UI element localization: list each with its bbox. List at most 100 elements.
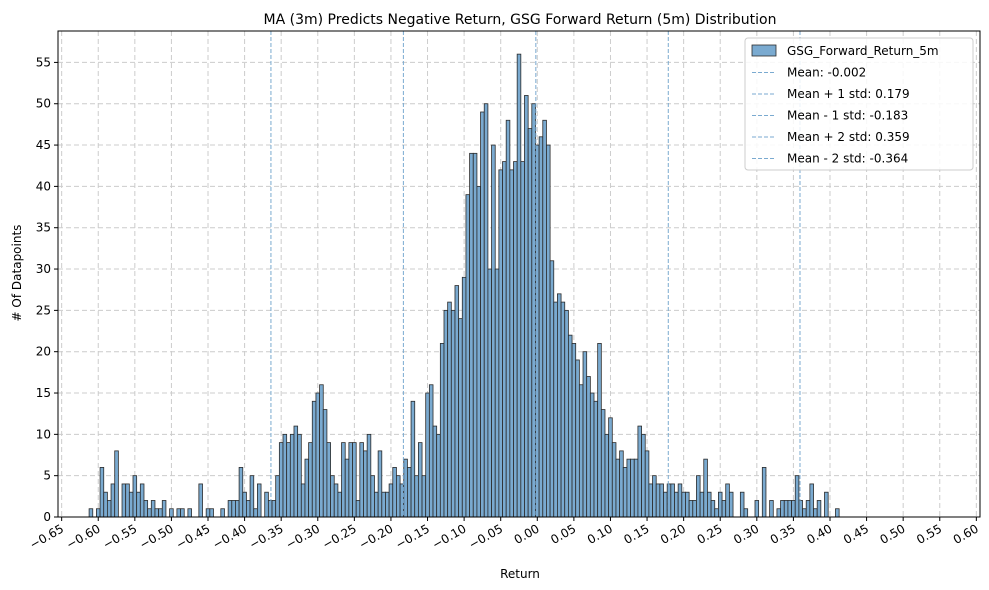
histogram-bar (220, 508, 225, 518)
histogram-bar (666, 483, 672, 518)
histogram-bar (169, 508, 174, 518)
y-axis-ticks: 0 5 10 15 20 25 30 35 40 45 50 55 (36, 55, 58, 524)
histogram-bar (96, 508, 101, 518)
x-axis-label: Return (500, 567, 540, 581)
histogram-bar (739, 491, 745, 518)
histogram-bar (249, 475, 255, 518)
histogram-bar (659, 483, 664, 518)
y-tick-label: 5 (43, 469, 51, 483)
histogram-bar (125, 483, 130, 518)
histogram-bar (275, 475, 280, 518)
y-tick-label: 10 (36, 427, 51, 441)
histogram-bar (176, 508, 181, 518)
histogram-bar (370, 475, 375, 518)
histogram-bar (439, 343, 445, 518)
histogram-bar (769, 500, 774, 518)
histogram-bar (436, 433, 441, 518)
legend-swatch (751, 44, 777, 57)
histogram-bar (608, 417, 613, 518)
legend: GSG_Forward_Return_5m Mean: -0.002 Mean + … (744, 37, 974, 171)
histogram-bar (326, 442, 331, 518)
histogram-bar (319, 384, 324, 518)
histogram-bar (139, 483, 145, 518)
histogram-bar (388, 483, 394, 518)
histogram-bar (549, 260, 555, 518)
histogram-bar (158, 508, 163, 518)
histogram-bar (725, 483, 730, 518)
histogram-bar (644, 450, 650, 518)
histogram-bar (546, 144, 551, 518)
histogram-bar (472, 152, 478, 518)
histogram-bar (359, 442, 364, 518)
histogram-bar (114, 450, 119, 518)
histogram-bar (286, 442, 291, 518)
histogram-bar (300, 483, 306, 518)
histogram-bar (652, 475, 657, 518)
histogram-bar (677, 483, 683, 518)
y-tick-label: 30 (36, 262, 51, 276)
histogram-bar (154, 508, 160, 518)
histogram-bar (187, 508, 192, 518)
y-tick-label: 25 (36, 303, 51, 317)
histogram-bar (333, 483, 339, 518)
y-tick-label: 40 (36, 179, 51, 193)
histogram-bar (304, 458, 310, 518)
histogram-bar (586, 376, 591, 518)
histogram-bar (106, 500, 112, 518)
histogram-bar (443, 309, 449, 518)
histogram-bar (311, 400, 317, 518)
histogram-bar (136, 491, 141, 518)
histogram-bar (564, 309, 569, 518)
legend-label: Mean: -0.002 (787, 66, 866, 80)
histogram-bar (289, 433, 295, 518)
y-tick-label: 50 (36, 97, 51, 111)
histogram-bar (385, 491, 390, 518)
histogram-bar (575, 359, 580, 518)
histogram-bar (198, 483, 203, 518)
y-tick-label: 20 (36, 345, 51, 359)
histogram-bar (498, 169, 503, 518)
histogram-bar (487, 268, 492, 518)
histogram-bar (238, 467, 244, 518)
histogram-bar (414, 475, 419, 518)
histogram-bar (381, 491, 386, 518)
histogram-bar (703, 458, 708, 518)
histogram-bar (271, 500, 277, 518)
histogram-bar (648, 483, 653, 518)
histogram-bar (465, 194, 471, 518)
histogram-bar (663, 491, 668, 518)
histogram-bar (776, 508, 781, 518)
histogram-bar (597, 343, 602, 518)
histogram-bar (692, 500, 697, 518)
histogram-bar (582, 351, 588, 518)
histogram-bar (681, 491, 686, 518)
y-tick-label: 45 (36, 138, 51, 152)
histogram-bar (578, 384, 584, 518)
histogram-bar (161, 500, 167, 518)
histogram-bar (242, 491, 247, 518)
histogram-bar (458, 318, 463, 518)
histogram-bar (103, 491, 108, 518)
histogram-bar (630, 458, 635, 518)
histogram-bar (282, 433, 288, 518)
histogram-bar (670, 483, 675, 518)
histogram-bar (710, 500, 716, 518)
histogram-bar (454, 285, 460, 518)
histogram-bar (798, 500, 803, 518)
histogram-bar (802, 508, 807, 518)
bars (88, 53, 840, 518)
histogram-bar (728, 491, 734, 518)
histogram-bar (235, 500, 240, 518)
histogram-bar (688, 500, 694, 518)
histogram-bar (278, 442, 284, 518)
histogram-bar (835, 508, 840, 518)
histogram-bar (527, 128, 533, 518)
chart-title: MA (3m) Predicts Negative Return, GSG Fo… (264, 12, 777, 28)
legend-label: Mean - 2 std: -0.364 (787, 152, 908, 166)
histogram-bar (128, 491, 134, 518)
histogram-bar (143, 500, 149, 518)
histogram-bar (257, 483, 262, 518)
histogram-bar (593, 400, 599, 518)
histogram-bar (377, 450, 383, 518)
